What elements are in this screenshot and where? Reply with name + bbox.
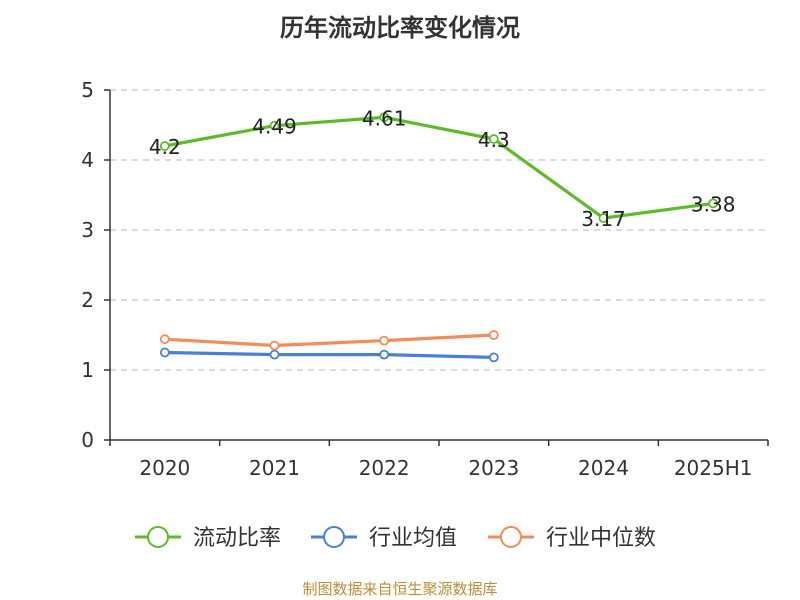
data-label: 3.38 [691, 192, 736, 216]
x-tick-label: 2023 [468, 456, 519, 480]
data-point [488, 330, 499, 340]
series-1 [159, 112, 719, 224]
axes: 0 1 2 3 4 5 2020 2021 2022 2023 2024 2025H1 [81, 78, 769, 480]
y-tick-label: 3 [81, 218, 94, 242]
legend[interactable]: 流动比率 行业均值 行业中位数 [135, 526, 656, 551]
y-tick-label: 2 [81, 288, 94, 312]
data-label: 4.2 [149, 135, 181, 159]
legend-item-2[interactable]: 行业均值 [311, 526, 457, 551]
data-label: 4.61 [362, 106, 407, 130]
data-point [708, 198, 719, 209]
series-line [164, 350, 494, 359]
x-tick-label: 2020 [139, 456, 190, 480]
data-point [379, 349, 390, 360]
y-tick-label: 1 [81, 358, 94, 382]
series-3 [159, 330, 499, 351]
series-line [164, 115, 714, 220]
series-line [164, 333, 494, 348]
y-tick-label: 5 [81, 78, 94, 102]
data-point [379, 112, 390, 123]
legend-item-3[interactable]: 行业中位数 [488, 526, 656, 551]
grid-lines [110, 89, 768, 371]
legend-marker-icon [500, 526, 522, 548]
legend-label: 流动比率 [193, 526, 281, 551]
series-group [159, 112, 719, 363]
data-point [379, 335, 390, 346]
source-note: 制图数据来自恒生聚源数据库 [302, 580, 498, 598]
y-tick-label: 4 [81, 148, 94, 172]
data-point [269, 349, 280, 360]
series-2 [159, 347, 499, 363]
chart-title: 历年流动比率变化情况 [280, 14, 520, 42]
data-point [159, 141, 170, 151]
legend-label: 行业中位数 [546, 526, 656, 551]
x-tick-label: 2025H1 [674, 456, 753, 480]
data-label: 4.49 [252, 115, 297, 139]
y-tick-label: 0 [81, 428, 94, 452]
data-point [269, 340, 280, 351]
legend-marker-icon [147, 526, 169, 548]
legend-marker-icon [323, 526, 345, 548]
legend-item-1[interactable]: 流动比率 [135, 526, 281, 551]
data-labels: 4.2 4.49 4.61 4.3 3.17 3.38 [149, 106, 736, 231]
x-tick-label: 2022 [359, 456, 410, 480]
data-point [159, 347, 170, 358]
data-point [269, 120, 280, 131]
data-point [488, 134, 499, 144]
data-point [159, 334, 170, 345]
x-tick-label: 2021 [249, 456, 300, 480]
legend-label: 行业均值 [369, 526, 457, 551]
data-label: 4.3 [478, 128, 510, 152]
data-label: 3.17 [581, 207, 626, 231]
data-point [488, 352, 499, 363]
data-point [598, 213, 609, 224]
x-tick-label: 2024 [578, 456, 629, 480]
